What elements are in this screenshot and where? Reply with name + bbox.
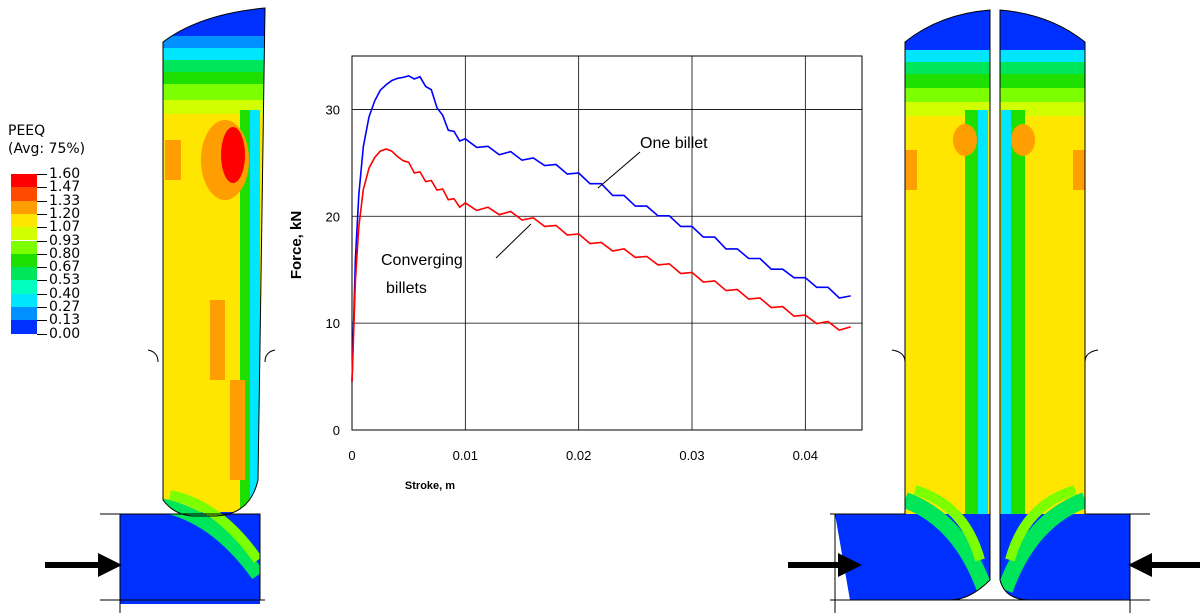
legend-swatch <box>11 240 37 254</box>
legend-swatch <box>11 267 37 281</box>
left-billet-fill <box>120 8 265 604</box>
series-label-one-billet: One billet <box>640 135 708 152</box>
x-tick-label: 0.01 <box>453 448 478 463</box>
legend-tick <box>37 267 47 269</box>
y-tick-label: 30 <box>326 102 340 117</box>
legend-tick <box>37 253 47 255</box>
series-line-1 <box>351 148 851 382</box>
legend-tick <box>37 333 47 335</box>
legend-tick <box>37 200 47 202</box>
legend-tick <box>37 307 47 308</box>
legend-level-label: 0.93 <box>49 232 81 249</box>
legend-swatch <box>11 320 37 334</box>
legend-level-label: 1.60 <box>49 166 81 182</box>
legend-tick <box>37 240 47 242</box>
plot-area <box>351 55 863 431</box>
series-label-converging-line2: billets <box>386 280 427 297</box>
legend-tick <box>37 293 47 295</box>
y-tick-label: 20 <box>326 209 340 224</box>
series-label-converging-line1: Converging <box>381 252 463 269</box>
legend-tick <box>37 187 47 189</box>
arrow-icon <box>1128 553 1200 577</box>
legend-tick <box>37 227 47 229</box>
y-tick-label: 10 <box>326 316 340 331</box>
x-tick-label: 0.03 <box>679 448 704 463</box>
chart-grid <box>351 55 863 431</box>
legend-swatch <box>11 174 37 188</box>
arrow-icon <box>45 553 122 577</box>
legend-level-label: 1.33 <box>49 192 81 209</box>
legend-level-label: 1.20 <box>49 205 81 222</box>
legend-level-label: 0.13 <box>49 312 81 329</box>
legend-level-label: 1.07 <box>49 219 81 236</box>
legend-swatch <box>11 187 37 201</box>
legend-level-label: 0.80 <box>49 245 81 262</box>
legend-title: PEEQ <box>8 123 46 139</box>
legend-tick <box>37 174 47 175</box>
legend-swatch <box>11 307 37 321</box>
x-tick-label: 0.02 <box>566 448 591 463</box>
legend-swatch <box>11 227 37 241</box>
series-line-0 <box>351 74 851 382</box>
legend-swatch <box>11 293 37 307</box>
legend-level-label: 0.67 <box>49 259 81 276</box>
legend-swatch <box>11 253 37 268</box>
x-axis-label: Stroke, m <box>405 480 455 492</box>
x-tick-label: 0.04 <box>793 448 818 463</box>
chart-series <box>351 74 851 382</box>
legend-level-label: 0.40 <box>49 285 81 302</box>
y-axis-label: Force, kN <box>288 211 305 279</box>
legend-subtitle: (Avg: 75%) <box>8 141 86 157</box>
legend-level-label: 1.47 <box>49 179 81 196</box>
contour-legend: PEEQ (Avg: 75%) 1.60 1.47 1.33 1.20 1.07 0.93… <box>8 122 118 442</box>
legend-level-label: 0.00 <box>49 325 81 342</box>
arrow-icon <box>788 553 862 577</box>
legend-tick <box>37 280 47 282</box>
chart-ticks: 0 0.01 0.02 0.03 0.04 0 10 20 30 <box>326 102 818 463</box>
legend-level-label: 0.27 <box>49 299 81 315</box>
series-leader-converging <box>495 223 532 259</box>
legend-swatch <box>11 280 37 294</box>
legend-tick <box>37 213 47 215</box>
x-tick-label: 0 <box>348 448 355 463</box>
series-leader-one-billet <box>597 151 641 189</box>
legend-swatch <box>11 213 37 228</box>
legend-tick <box>37 320 47 322</box>
legend-level-label: 0.53 <box>49 272 81 289</box>
legend-swatch <box>11 200 37 214</box>
y-tick-label: 0 <box>333 423 340 438</box>
